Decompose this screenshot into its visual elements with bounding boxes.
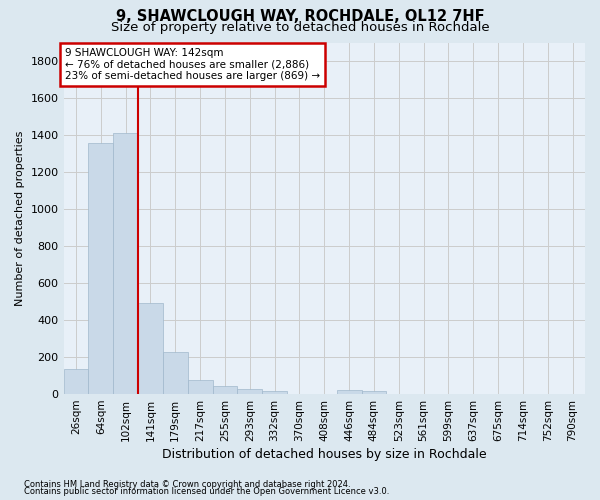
X-axis label: Distribution of detached houses by size in Rochdale: Distribution of detached houses by size … xyxy=(162,448,487,461)
Bar xyxy=(138,304,163,394)
Text: Contains public sector information licensed under the Open Government Licence v3: Contains public sector information licen… xyxy=(24,487,389,496)
Bar xyxy=(163,352,188,394)
Bar xyxy=(362,392,386,394)
Bar xyxy=(64,369,88,394)
Text: 9 SHAWCLOUGH WAY: 142sqm
← 76% of detached houses are smaller (2,886)
23% of sem: 9 SHAWCLOUGH WAY: 142sqm ← 76% of detach… xyxy=(65,48,320,82)
Bar xyxy=(188,380,212,394)
Bar xyxy=(88,144,113,394)
Bar xyxy=(262,392,287,394)
Bar xyxy=(337,390,362,394)
Bar xyxy=(212,386,238,394)
Text: Size of property relative to detached houses in Rochdale: Size of property relative to detached ho… xyxy=(110,22,490,35)
Bar xyxy=(113,133,138,394)
Y-axis label: Number of detached properties: Number of detached properties xyxy=(15,130,25,306)
Text: 9, SHAWCLOUGH WAY, ROCHDALE, OL12 7HF: 9, SHAWCLOUGH WAY, ROCHDALE, OL12 7HF xyxy=(116,9,484,24)
Bar xyxy=(238,389,262,394)
Text: Contains HM Land Registry data © Crown copyright and database right 2024.: Contains HM Land Registry data © Crown c… xyxy=(24,480,350,489)
